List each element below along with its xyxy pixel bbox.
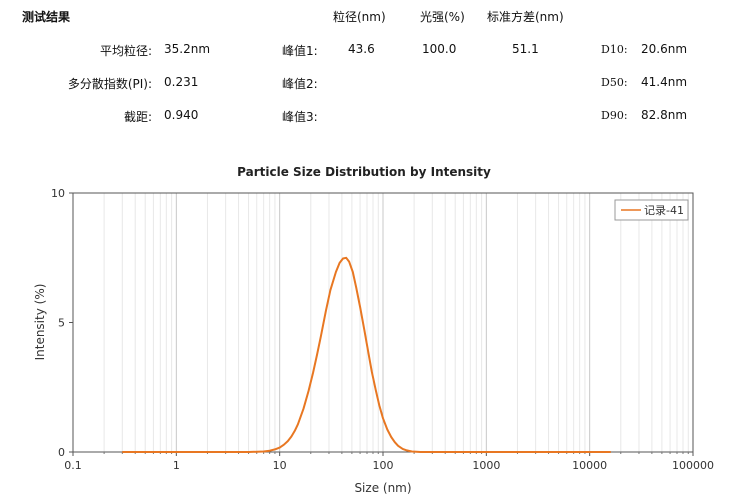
d10-label: D10: (601, 43, 628, 56)
d50-label: D50: (601, 76, 628, 89)
y-tick-label: 10 (51, 187, 65, 200)
avg-size-label: 平均粒径: (99, 44, 152, 58)
legend-box (614, 199, 689, 221)
x-tick-label: 100 (373, 459, 394, 472)
x-axis-label: Size (nm) (354, 481, 411, 495)
x-tick-label: 10000 (572, 459, 607, 472)
d50-value: 41.4nm (641, 75, 688, 89)
pdi-value: 0.231 (164, 75, 199, 89)
peak3-label: 峰值3: (282, 110, 318, 124)
legend-label: 记录-41 (644, 204, 684, 217)
peak2-label: 峰值2: (282, 77, 318, 91)
y-tick-label: 5 (58, 317, 65, 330)
axis-ticks: 0.1 1 10 100 1000 10000 100000 0 5 10 (51, 187, 714, 472)
x-tick-label: 10 (273, 459, 287, 472)
series-layer (122, 256, 611, 453)
x-tick-label: 1000 (472, 459, 500, 472)
y-tick-label: 0 (58, 446, 65, 459)
peak1-intensity: 100.0 (422, 42, 457, 56)
d90-label: D90: (601, 109, 628, 122)
results-title: 测试结果 (22, 10, 71, 24)
peak1-std: 51.1 (512, 42, 539, 56)
pdi-label: 多分散指数(PI): (67, 77, 152, 91)
intercept-value: 0.940 (164, 108, 199, 122)
col-header-size: 粒径(nm) (333, 10, 386, 24)
chart-grid (72, 193, 689, 452)
series-line (122, 256, 611, 453)
intercept-label: 截距: (123, 110, 152, 124)
col-header-intensity: 光强(%) (420, 10, 465, 24)
x-tick-label: 100000 (672, 459, 714, 472)
chart-legend[interactable]: 记录-41 (614, 199, 689, 221)
y-axis-label: Intensity (%) (33, 284, 47, 361)
x-tick-label: 1 (173, 459, 180, 472)
d10-value: 20.6nm (641, 42, 688, 56)
chart-title: Particle Size Distribution by Intensity (237, 165, 491, 179)
x-tick-label: 0.1 (64, 459, 82, 472)
peak1-size: 43.6 (348, 42, 375, 56)
d90-value: 82.8nm (641, 108, 688, 122)
peak1-label: 峰值1: (282, 44, 318, 58)
size-distribution-chart: Particle Size Distribution by Intensity … (33, 165, 714, 495)
col-header-std: 标准方差(nm) (487, 10, 564, 24)
avg-size-value: 35.2nm (164, 42, 211, 56)
